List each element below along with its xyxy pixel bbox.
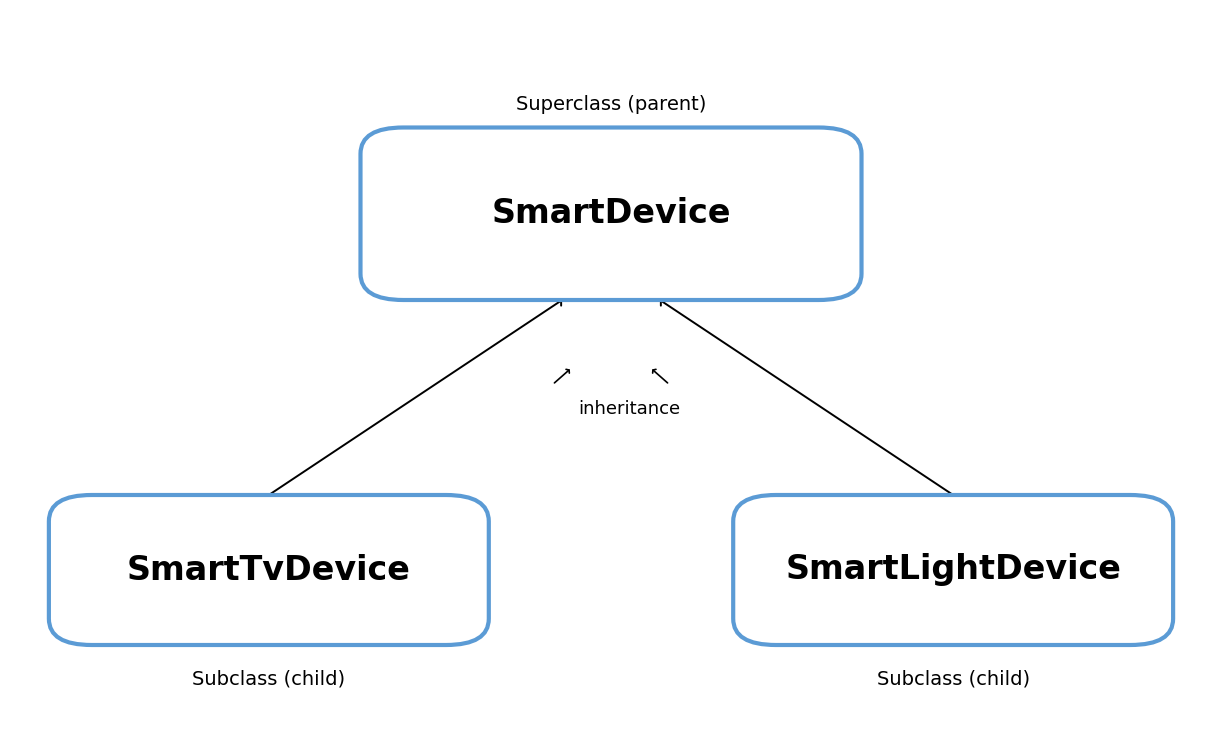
Text: inheritance: inheritance [578, 400, 681, 418]
Text: SmartLightDevice: SmartLightDevice [786, 554, 1121, 586]
Text: Superclass (parent): Superclass (parent) [516, 95, 706, 115]
Text: SmartTvDevice: SmartTvDevice [127, 554, 411, 586]
Text: SmartDevice: SmartDevice [491, 197, 731, 230]
FancyBboxPatch shape [49, 495, 489, 645]
Text: Subclass (child): Subclass (child) [876, 669, 1030, 688]
FancyBboxPatch shape [360, 128, 862, 300]
Text: Subclass (child): Subclass (child) [192, 669, 346, 688]
FancyBboxPatch shape [733, 495, 1173, 645]
